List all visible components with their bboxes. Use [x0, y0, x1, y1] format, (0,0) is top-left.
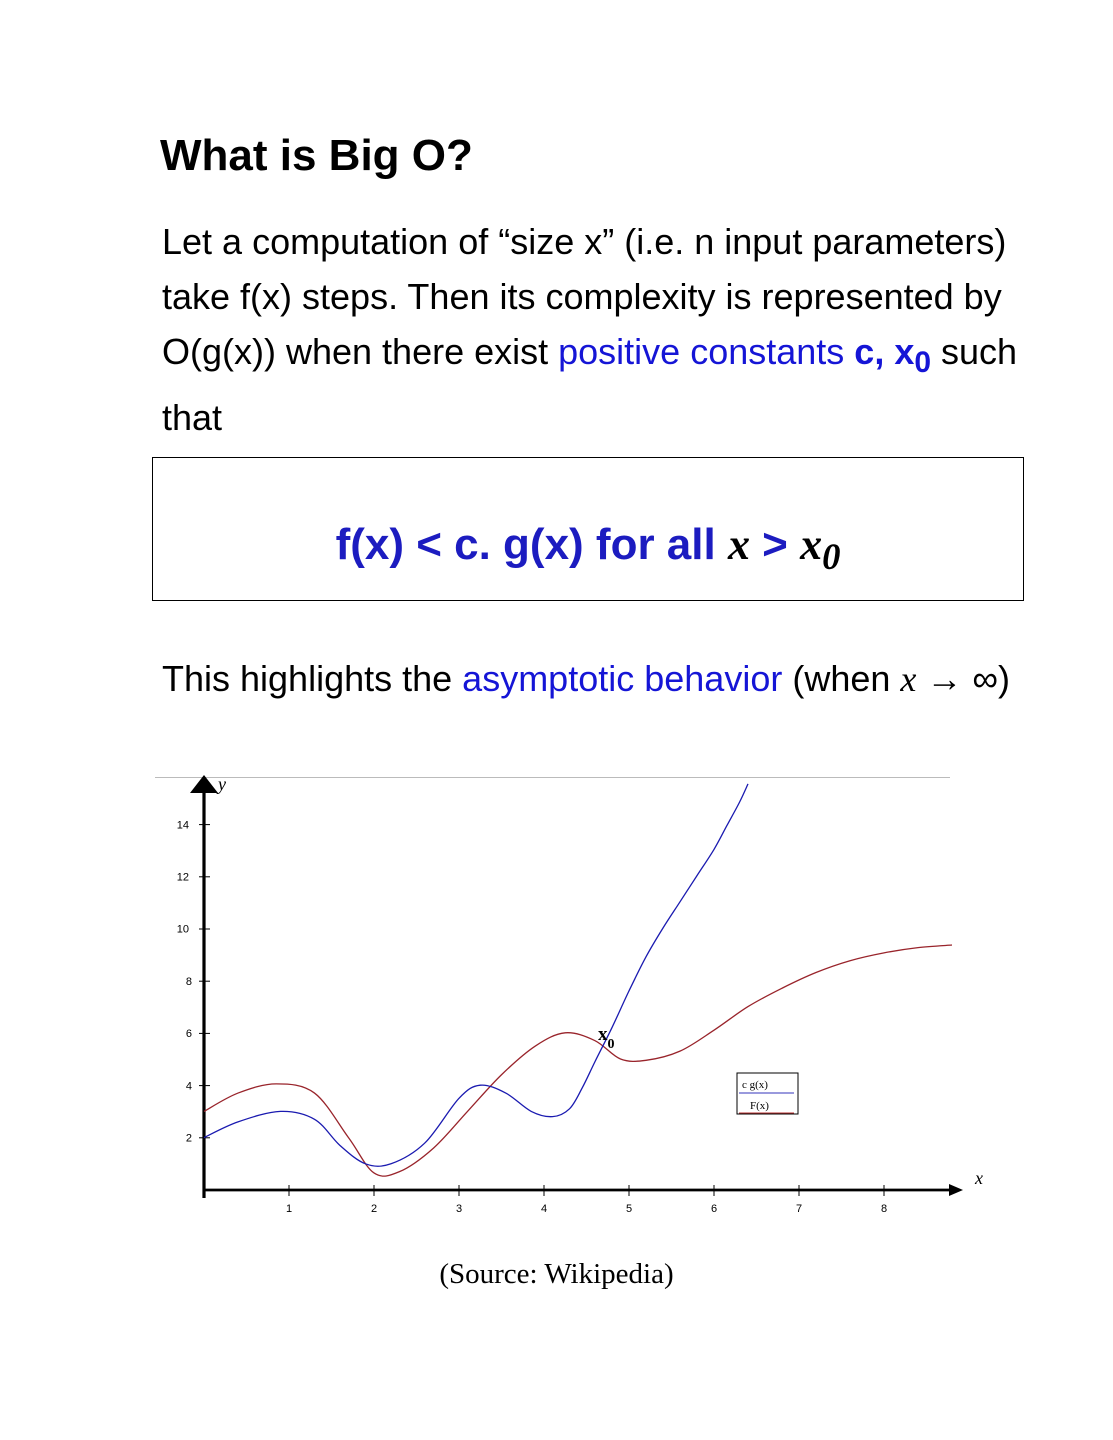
svg-text:x: x: [974, 1168, 983, 1188]
svg-text:F(x): F(x): [750, 1100, 769, 1112]
svg-text:3: 3: [456, 1203, 462, 1215]
svg-text:5: 5: [626, 1203, 632, 1215]
svg-text:6: 6: [711, 1203, 717, 1215]
svg-text:14: 14: [177, 819, 189, 831]
svg-text:2: 2: [186, 1133, 192, 1145]
svg-text:y: y: [216, 774, 226, 794]
svg-text:8: 8: [186, 976, 192, 988]
svg-text:c g(x): c g(x): [742, 1079, 768, 1091]
svg-text:2: 2: [371, 1203, 377, 1215]
svg-text:1: 1: [286, 1203, 292, 1215]
svg-text:7: 7: [796, 1203, 802, 1215]
svg-text:12: 12: [177, 872, 189, 884]
svg-text:8: 8: [881, 1203, 887, 1215]
svg-text:10: 10: [177, 924, 189, 936]
svg-text:4: 4: [541, 1203, 547, 1215]
svg-text:6: 6: [186, 1028, 192, 1040]
svg-text:4: 4: [186, 1080, 192, 1092]
